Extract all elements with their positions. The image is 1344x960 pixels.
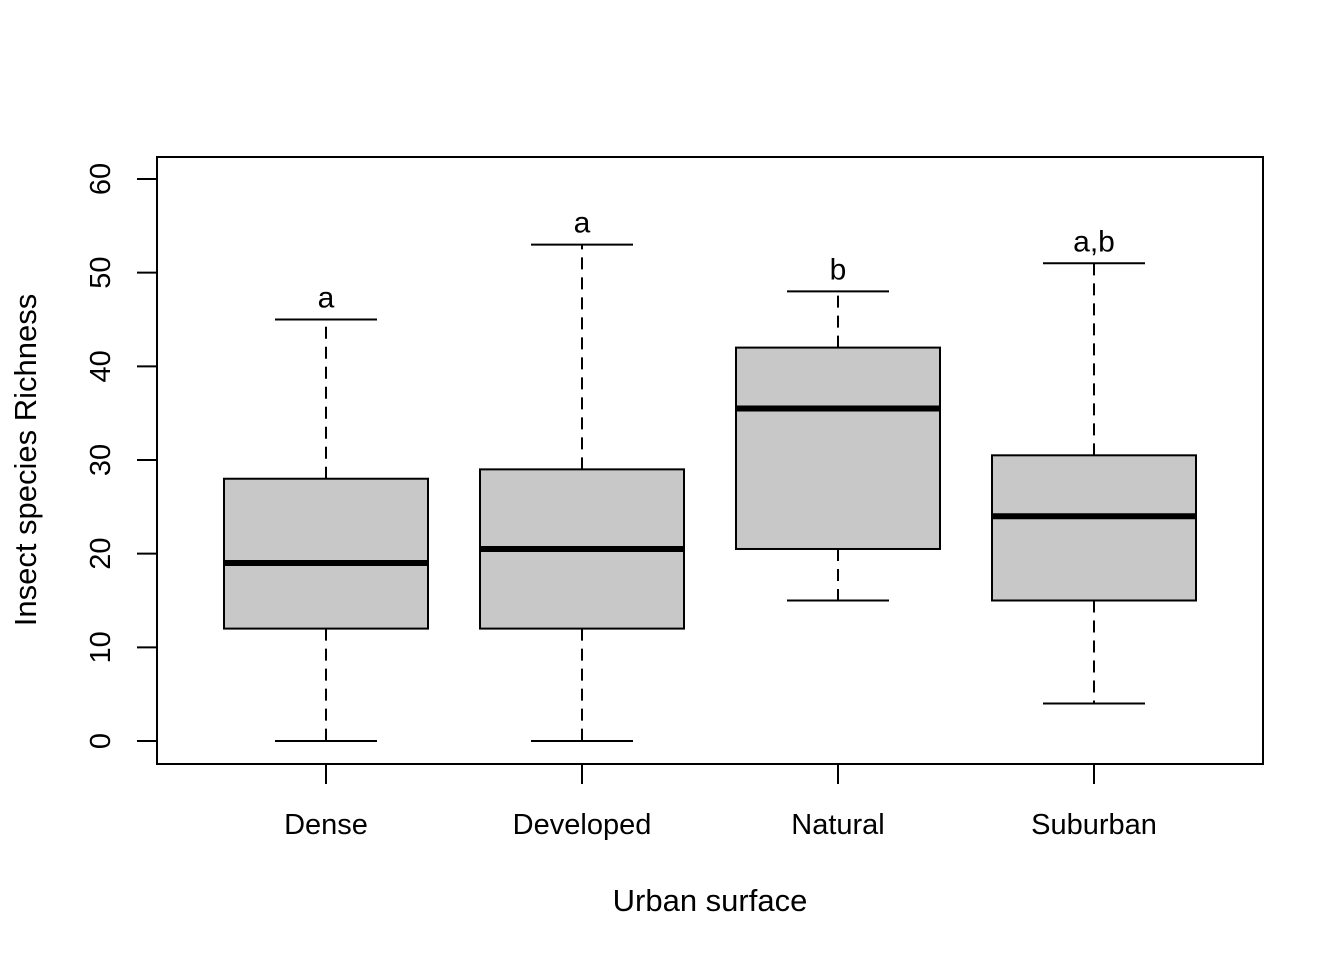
y-tick-label: 50 (85, 257, 117, 289)
x-tick-label: Suburban (1031, 809, 1157, 841)
y-axis: 0 10 20 30 40 50 60 (85, 163, 157, 749)
box-group-suburban: a,b (991, 225, 1197, 705)
box-group-natural: b (735, 253, 941, 602)
iqr-box (991, 454, 1197, 602)
box-group-dense: a (223, 282, 429, 742)
iqr-box (735, 346, 941, 550)
y-tick-label: 60 (85, 163, 117, 195)
x-tick-label: Developed (513, 809, 652, 841)
group-label: a (574, 207, 591, 240)
y-tick-label: 20 (85, 538, 117, 570)
y-tick-label: 10 (85, 631, 117, 663)
x-axis: Dense Developed Natural Suburban (284, 764, 1157, 841)
box-group-developed: a (479, 207, 685, 742)
x-axis-title: Urban surface (613, 883, 808, 918)
group-label: b (830, 253, 847, 286)
group-label: a,b (1073, 225, 1115, 258)
x-tick-label: Dense (284, 809, 368, 841)
iqr-box (223, 477, 429, 630)
group-label: a (318, 282, 335, 315)
y-tick-label: 30 (85, 444, 117, 476)
x-tick-label: Natural (791, 809, 885, 841)
boxes: a a b a,b (223, 207, 1197, 742)
y-tick-label: 40 (85, 350, 117, 382)
y-axis-title: Insect species Richness (8, 294, 43, 627)
y-tick-label: 0 (85, 733, 117, 749)
